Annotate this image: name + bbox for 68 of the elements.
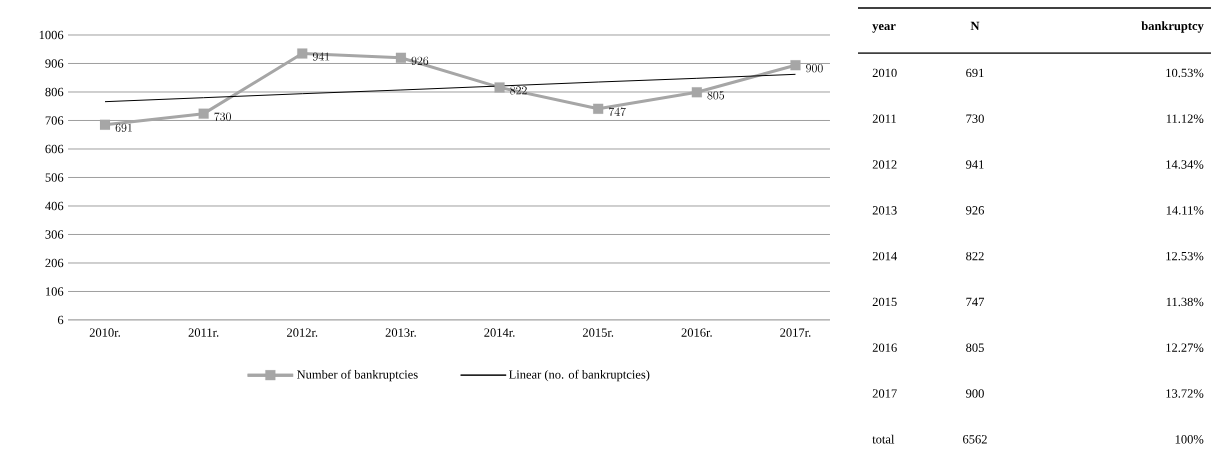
data-label: 941	[312, 52, 330, 61]
y-tick-label: 906	[45, 59, 64, 68]
text: 11.38%	[1166, 297, 1204, 307]
line-series	[104, 73, 796, 103]
point	[297, 48, 308, 59]
text: 14.11%	[1166, 206, 1204, 215]
point	[198, 108, 209, 119]
text: 730	[966, 114, 984, 123]
text: 747	[966, 297, 985, 306]
y-tick-label: 2010	[872, 68, 897, 78]
point	[395, 52, 406, 63]
text: 6562	[963, 435, 987, 444]
x-tick-label: 2013r.	[385, 328, 416, 337]
x-tick-label: 2012r.	[287, 328, 318, 337]
point	[494, 82, 505, 93]
y-tick-label: 406	[45, 201, 64, 211]
y-tick-label: 106	[46, 287, 64, 296]
y-tick-label: 606	[45, 144, 64, 154]
text: 805	[966, 343, 984, 352]
text: 926	[966, 206, 984, 215]
y-tick-label: 2016	[872, 343, 897, 352]
y-tick-label: 2011	[872, 114, 896, 123]
y-tick-label: 2015	[872, 297, 897, 307]
text: 14.34%	[1166, 160, 1204, 169]
x-tick-label: 2017r.	[780, 328, 811, 337]
y-axis-title: year	[872, 24, 896, 33]
data-label: 747	[609, 107, 626, 116]
x-tick-label: 2015r.	[582, 328, 614, 337]
y-tick-label: 1006	[39, 30, 64, 40]
y-tick-label: 706	[45, 116, 64, 125]
text: 11.12%	[1166, 114, 1204, 123]
data-label: 926	[411, 56, 429, 65]
legend-label: Number of bankruptcies	[296, 369, 418, 382]
point	[691, 87, 702, 98]
y-tick-label: 2013	[872, 206, 897, 215]
text: 941	[966, 160, 984, 169]
data-label: 805	[707, 91, 725, 100]
data-label: 900	[806, 64, 823, 73]
x-tick-label: bankruptcy	[1141, 21, 1204, 33]
text: 822	[966, 251, 984, 261]
y-tick-label: 506	[45, 173, 64, 182]
y-tick-label: 2012	[872, 160, 897, 169]
point	[593, 103, 604, 114]
y-tick-label: total	[872, 434, 895, 444]
data-label: 822	[510, 86, 527, 95]
text: 10.53%	[1166, 68, 1204, 78]
y-tick-label: 2014	[872, 251, 897, 261]
y-tick-label: 2017	[872, 389, 897, 398]
point	[790, 60, 801, 71]
x-tick-label: N	[970, 21, 980, 30]
text: 12.27%	[1166, 343, 1204, 352]
text: 900	[966, 389, 984, 398]
text: 691	[966, 68, 984, 78]
x-tick-label: 2011r.	[188, 328, 219, 337]
x-tick-label: 2014r.	[484, 328, 515, 337]
y-tick-label: 6	[57, 315, 64, 325]
y-tick-label: 306	[45, 230, 64, 239]
text: 12.53%	[1166, 251, 1204, 261]
legend-label: Linear (no. of bankruptcies)	[509, 369, 650, 382]
data-label: 730	[214, 112, 231, 121]
point	[99, 119, 111, 130]
y-tick-label: 206	[45, 258, 64, 268]
x-tick-label: 2010r.	[89, 328, 120, 337]
y-tick-label: 806	[45, 87, 64, 97]
text: 13.72%	[1166, 389, 1204, 398]
text: 100%	[1175, 435, 1204, 444]
x-tick-label: 2016r.	[681, 328, 712, 337]
data-label: 691	[115, 123, 132, 132]
